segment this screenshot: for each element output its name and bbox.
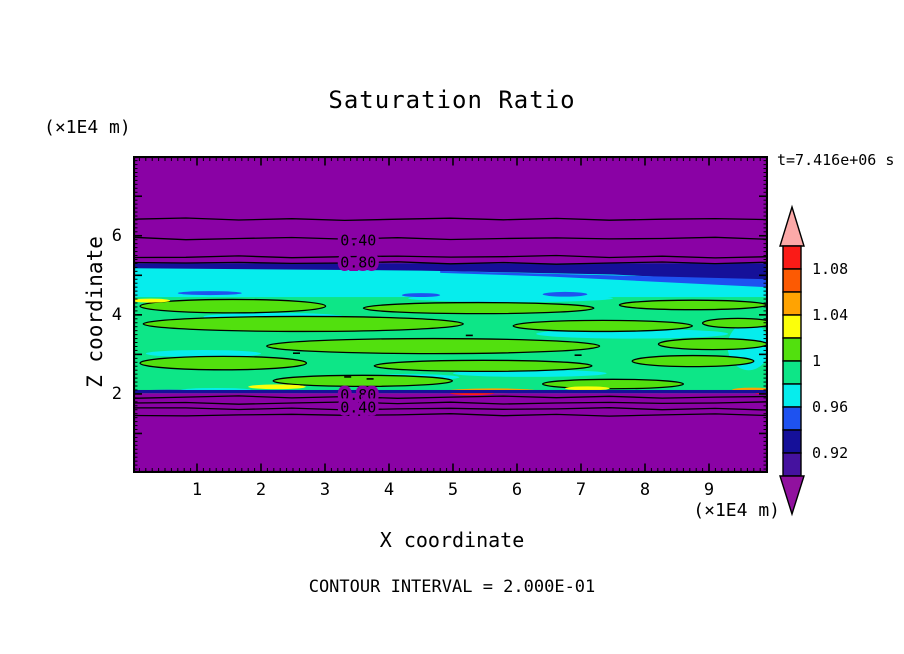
time-annotation: t=7.416e+06 s: [777, 151, 895, 169]
colorbar-segment: [782, 291, 802, 316]
x-axis-label: X coordinate: [379, 528, 525, 552]
colorbar-segment: [782, 268, 802, 293]
supersaturated-blob: [142, 315, 464, 333]
line-contour-0.4: [133, 407, 768, 411]
x-axis-unit: (×1E4 m): [693, 500, 780, 521]
hot-streak: [248, 384, 306, 390]
colorbar-tick-label: 1.04: [812, 306, 848, 324]
plot-title: Saturation Ratio: [328, 86, 576, 114]
supersaturated-blob: [362, 301, 595, 315]
field-blue-speck: [177, 291, 242, 296]
x-tick-label: 1: [191, 480, 203, 500]
line-contour-0.4: [133, 236, 768, 241]
x-tick-label: 9: [703, 480, 715, 500]
field-cyan-lens: [145, 350, 261, 358]
colorbar-segment: [782, 337, 802, 362]
x-tick-label: 7: [575, 480, 587, 500]
colorbar-segment: [782, 383, 802, 408]
supersaturated-blob: [631, 354, 755, 368]
contour-plot-canvas: 0.400.800.800.40: [133, 156, 768, 473]
line-contour-0.2: [133, 217, 768, 222]
x-tick-label: 2: [255, 480, 267, 500]
x-tick-label: 5: [447, 480, 459, 500]
supersaturated-blob: [266, 337, 601, 355]
contour-speck: [366, 378, 374, 380]
contour-interval-note: CONTOUR INTERVAL = 2.000E-01: [308, 577, 596, 597]
supersaturated-blob: [657, 337, 768, 351]
field-blue-speck: [401, 293, 441, 298]
supersaturated-blob: [272, 374, 454, 388]
hot-streak: [565, 386, 610, 391]
colorbar-over-arrow: [779, 204, 805, 247]
contour-speck: [465, 334, 473, 337]
line-contour-0.6: [133, 401, 768, 405]
contour-label: 0.80: [340, 386, 376, 404]
z-tick-label: 6: [111, 225, 122, 246]
colorbar-segment: [782, 360, 802, 385]
colorbar-segment: [782, 406, 802, 431]
colorbar-tick-label: 1: [812, 352, 821, 370]
supersaturated-blob: [512, 319, 694, 333]
field-blue-wedge: [440, 271, 768, 288]
supersaturated-blob: [541, 378, 685, 390]
supersaturated-blob: [618, 299, 768, 311]
contour-label: 0.40: [340, 232, 376, 250]
field-blue-speck: [542, 291, 588, 297]
colorbar-segment: [782, 314, 802, 339]
supersaturated-blob: [139, 355, 308, 371]
colorbar-segment: [782, 429, 802, 454]
contour-speck: [344, 376, 352, 378]
field-navy-wedge: [133, 263, 768, 282]
colorbar-segment: [782, 452, 802, 477]
hot-streak: [133, 298, 171, 303]
line-contour-0.2: [133, 413, 768, 417]
z-axis-unit: (×1E4 m): [44, 117, 131, 138]
colorbar-tick-label: 1.08: [812, 260, 848, 278]
z-tick-label: 2: [111, 383, 122, 404]
colorbar-under-arrow: [779, 475, 805, 517]
line-contour-0.8: [133, 261, 768, 265]
x-tick-label: 3: [319, 480, 331, 500]
z-tick-label: 4: [111, 304, 122, 325]
contour-label: 0.80: [340, 253, 376, 271]
contour-label: 0.40: [340, 398, 376, 416]
x-tick-label: 4: [383, 480, 395, 500]
contour-speck: [293, 352, 300, 355]
supersaturated-blob: [701, 317, 768, 329]
supersaturated-blob: [139, 298, 327, 314]
plot-frame: [133, 156, 768, 473]
colorbar-tick-label: 0.92: [812, 444, 848, 462]
field-bottom-navy-strip: [133, 389, 768, 394]
line-contour-0.8: [133, 395, 768, 399]
colorbar-tick-label: 0.96: [812, 398, 848, 416]
x-tick-label: 8: [639, 480, 651, 500]
supersaturated-blob: [373, 359, 593, 373]
contour-speck: [574, 354, 582, 356]
x-tick-label: 6: [511, 480, 523, 500]
colorbar: 1.08 1.04 1 0.96 0.92: [779, 204, 848, 517]
colorbar-segment: [782, 245, 802, 270]
line-contour-0.6: [133, 254, 768, 259]
